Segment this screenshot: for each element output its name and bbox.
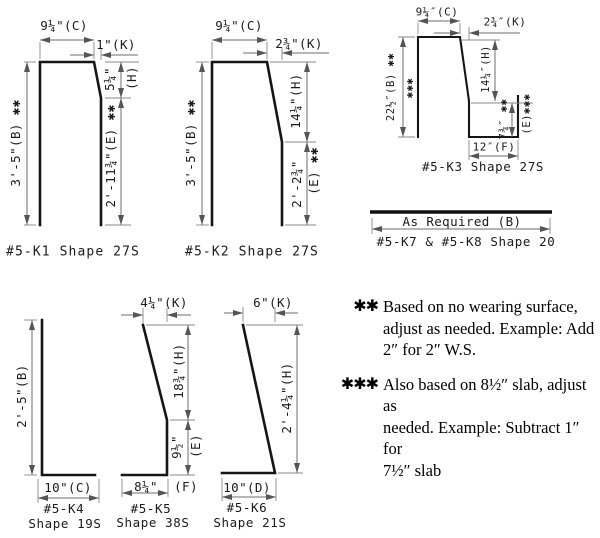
note-line: 2″ for 2″ W.S. <box>383 340 477 359</box>
k5-dim-k: 4¼"(K) <box>140 294 188 310</box>
k1-bar-outline <box>38 60 103 227</box>
triple-star-marker: ✱✱✱ <box>340 375 379 393</box>
note-line: Based on no wearing surface, <box>383 297 578 316</box>
note-line: 7½″ slab <box>383 460 442 480</box>
k1-dim-h-value: 5¼" <box>101 67 117 91</box>
k1-dim-e: 2'-11¾"(E) ✱✱ <box>102 104 118 208</box>
k5-caption-line2: Shape 38S <box>116 514 190 530</box>
k6-dim-h: 2'-4¼"(H) <box>278 362 294 434</box>
k6-dim-d: 10"(D) <box>223 479 271 495</box>
k2-dim-b: 3'-5"(B) ✱✱ <box>182 99 198 187</box>
k4-bar-outline <box>40 318 97 477</box>
k4-caption-line1: #5-K4 <box>43 500 85 516</box>
note-wearing-surface: ✱✱ Based on no wearing surface, adjust a… <box>334 296 600 361</box>
k5-extension-lines <box>121 308 195 497</box>
k3-dimension-arrows <box>400 18 520 159</box>
k6-dimension-arrows <box>222 310 300 500</box>
k1-caption: #5-K1 Shape 27S <box>6 244 140 260</box>
k1-dimension-arrows <box>24 37 138 225</box>
k6-diagram <box>220 307 303 501</box>
k3-dim-f: 12″(F) <box>472 140 516 154</box>
k6-caption-line1: #5-K6 <box>226 499 268 515</box>
k3-bar-outline <box>416 35 520 139</box>
k4-dim-c: 10"(C) <box>44 479 92 495</box>
k2-dimension-arrows <box>199 37 329 225</box>
k5-bar-outline <box>120 323 169 477</box>
k3-dim-c: 9¼″(C) <box>415 5 459 19</box>
k2-dim-e-value: 2'-2¾" <box>288 160 304 208</box>
k4-dim-b: 2'-5"(B) <box>13 364 29 428</box>
k6-bar-outline <box>220 323 277 475</box>
k1-diagram <box>24 37 139 227</box>
note-text: Also based on 8½″ slab, adjust as needed… <box>383 374 598 482</box>
k3-dim-b-note: ✱✱✱ <box>403 77 416 99</box>
note-line: needed. Example: Subtract 1″ for <box>383 417 580 459</box>
k2-caption: #5-K2 Shape 27S <box>185 244 319 260</box>
k1-extension-lines <box>24 42 139 226</box>
k3-extension-lines <box>398 23 533 160</box>
k5-dim-f-ref: (F) <box>174 478 198 494</box>
k4-caption-line2: Shape 19S <box>28 515 102 531</box>
k6-caption-line2: Shape 21S <box>213 514 287 530</box>
k1-dim-b: 3'-5"(B) ✱✱ <box>7 99 23 187</box>
k2-dim-k: 2¾"(K) <box>275 35 323 51</box>
k2-bar-outline <box>210 60 284 227</box>
k4-dimension-arrows <box>29 320 99 501</box>
k1-dim-c: 9¼"(C) <box>40 17 88 33</box>
k1-dim-h-ref: (H) <box>123 66 139 90</box>
k5-caption-line1: #5-K5 <box>130 500 172 516</box>
k78-diagram <box>370 210 552 234</box>
k4-extension-lines <box>24 319 100 503</box>
k3-dim-k: 2¾″(K) <box>483 15 527 29</box>
k5-dim-e-value: 9½" <box>168 435 184 459</box>
k2-extension-lines <box>196 42 316 226</box>
k78-caption: #5-K7 & #5-K8 Shape 20 <box>376 233 556 249</box>
note-slab-thickness: ✱✱✱ Also based on 8½″ slab, adjust as ne… <box>334 374 600 482</box>
note-line: Also based on 8½″ slab, adjust as <box>383 374 587 416</box>
k3-dim-h: 14¼″(H) <box>479 45 492 93</box>
k3-diagram <box>398 18 533 160</box>
k3-dim-e-value: 7¾″ ✱✱ <box>497 98 510 140</box>
k2-dim-c: 9¼"(C) <box>215 17 263 33</box>
note-line: adjust as needed. Example: Add <box>383 318 595 338</box>
k2-dim-e-ref: (E) ✱✱ <box>305 147 321 195</box>
k6-dim-k: 6"(K) <box>253 294 293 310</box>
k3-dim-e-ref: (E)✱✱✱ <box>520 93 533 135</box>
k2-dim-h: 14¼"(H) <box>287 73 303 129</box>
k2-diagram <box>196 37 329 227</box>
k3-dim-b: 22½″(B) ✱✱ <box>384 52 397 122</box>
k5-dim-h: 18¾"(H) <box>170 343 186 399</box>
k5-dim-f-value: 8¼" <box>134 478 158 494</box>
k1-dim-k: 1"(K) <box>96 36 136 52</box>
k5-diagram <box>120 308 195 497</box>
notes-block: ✱✱ Based on no wearing surface, adjust a… <box>334 296 600 481</box>
k6-extension-lines <box>221 307 303 501</box>
k5-dim-e-ref: (E) <box>187 434 203 458</box>
k4-diagram <box>24 318 100 503</box>
k78-dim-b: As Required (B) <box>402 213 522 229</box>
k5-dimension-arrows <box>121 312 191 496</box>
double-star-marker: ✱✱ <box>353 298 379 315</box>
note-text: Based on no wearing surface, adjust as n… <box>383 296 598 361</box>
k3-caption: #5-K3 Shape 27S <box>422 158 544 174</box>
